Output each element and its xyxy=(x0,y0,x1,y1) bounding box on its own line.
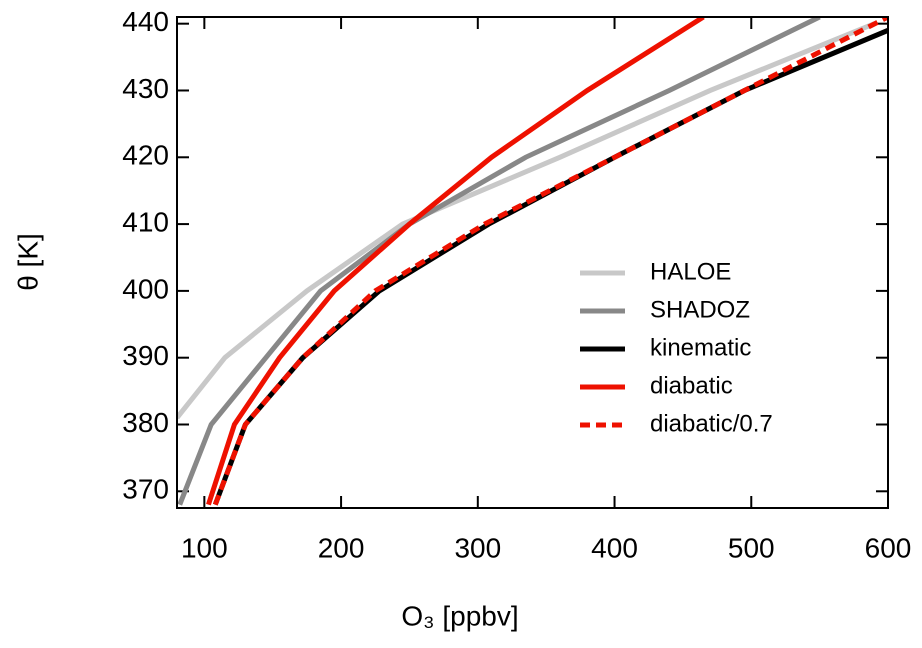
x-axis-label: O₃ [ppbv] xyxy=(401,600,518,631)
x-tick-label: 100 xyxy=(181,532,228,563)
y-tick-label: 380 xyxy=(122,407,169,438)
plot-frame xyxy=(176,16,889,509)
legend-label: HALOE xyxy=(650,258,731,285)
y-tick-label: 410 xyxy=(122,206,169,237)
y-tick-label: 390 xyxy=(122,340,169,371)
y-tick-label: 420 xyxy=(122,140,169,171)
x-tick-label: 300 xyxy=(454,532,501,563)
legend-label: diabatic xyxy=(650,372,733,399)
y-tick-label: 370 xyxy=(122,474,169,505)
x-tick-label: 400 xyxy=(591,532,638,563)
y-tick-label: 400 xyxy=(122,273,169,304)
y-tick-label: 430 xyxy=(122,73,169,104)
legend-label: diabatic/0.7 xyxy=(650,410,773,437)
series-line xyxy=(177,21,876,420)
series-line xyxy=(206,17,705,506)
y-axis-label: θ [K] xyxy=(12,233,43,291)
x-tick-label: 500 xyxy=(728,532,775,563)
series-line xyxy=(177,17,821,506)
x-tick-label: 200 xyxy=(318,532,365,563)
legend-label: kinematic xyxy=(650,334,751,361)
y-tick-label: 440 xyxy=(122,6,169,37)
legend-label: SHADOZ xyxy=(650,296,750,323)
series-line xyxy=(212,28,888,506)
series-line xyxy=(212,17,888,506)
x-tick-label: 600 xyxy=(865,532,912,563)
